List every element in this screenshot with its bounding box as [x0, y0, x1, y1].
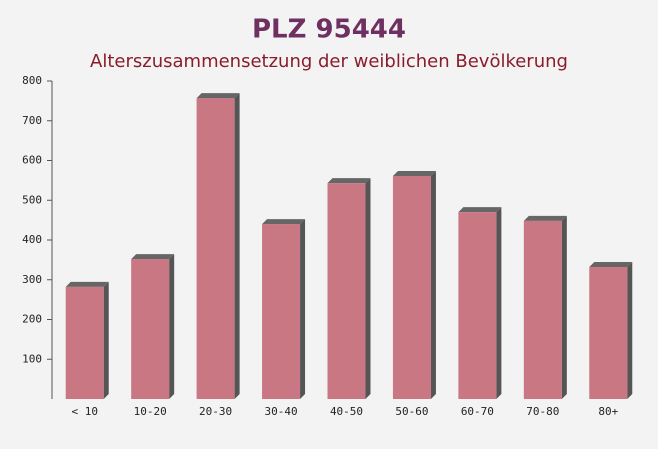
y-tick-label: 300	[22, 273, 42, 286]
bar-top	[392, 171, 436, 177]
bar-side	[365, 178, 371, 399]
bar	[196, 98, 235, 399]
bar-top	[262, 219, 306, 225]
bar-side	[430, 171, 436, 399]
bar-side	[300, 219, 306, 399]
x-tick-label: 30-40	[264, 405, 297, 418]
bar-side	[169, 254, 175, 399]
bar	[392, 176, 431, 399]
y-tick-label: 800	[22, 74, 42, 87]
bar	[262, 224, 301, 399]
bar-side	[561, 215, 567, 399]
bar-top	[458, 207, 502, 213]
y-tick-label: 100	[22, 352, 42, 365]
bar	[65, 286, 104, 399]
bar	[458, 212, 497, 399]
y-tick-label: 400	[22, 233, 42, 246]
bar	[131, 259, 170, 399]
bar-top	[523, 215, 567, 221]
bar-side	[103, 281, 109, 399]
bar-side	[496, 207, 502, 399]
bar	[523, 220, 562, 399]
bar-side	[627, 262, 633, 399]
y-tick-label: 500	[22, 193, 42, 206]
chart-subtitle: Alterszusammensetzung der weiblichen Bev…	[90, 51, 568, 72]
x-tick-label: 80+	[598, 405, 618, 418]
y-tick-label: 200	[22, 313, 42, 326]
bar	[327, 183, 366, 399]
y-tick-label: 600	[22, 154, 42, 167]
x-tick-label: 50-60	[395, 405, 428, 418]
chart-title: PLZ 95444	[252, 15, 406, 45]
y-tick-label: 700	[22, 114, 42, 127]
bar-top	[589, 262, 633, 268]
x-tick-label: 40-50	[330, 405, 363, 418]
x-tick-label: 60-70	[461, 405, 494, 418]
x-tick-label: 20-30	[199, 405, 232, 418]
bar-top	[327, 178, 371, 184]
bar	[589, 267, 628, 399]
x-tick-label: 70-80	[526, 405, 559, 418]
x-tick-label: < 10	[71, 405, 98, 418]
bar-top	[196, 93, 240, 99]
bar-top	[131, 254, 175, 260]
bar-side	[234, 93, 240, 399]
bar-top	[65, 281, 109, 287]
x-tick-label: 10-20	[134, 405, 167, 418]
